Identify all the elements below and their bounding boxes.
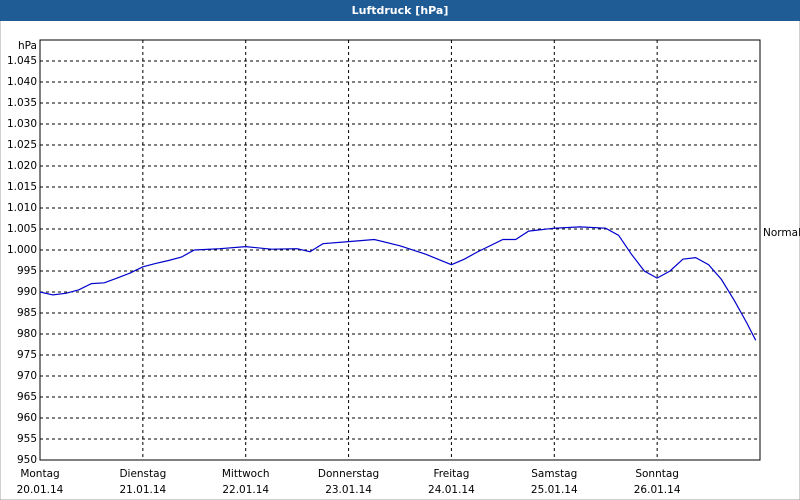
- y-tick-label: 960: [17, 412, 37, 424]
- x-tick-date: 26.01.14: [634, 484, 681, 496]
- y-unit: hPa: [18, 40, 37, 52]
- annotation: Normal: [763, 227, 800, 239]
- x-tick-label: Dienstag: [119, 468, 166, 480]
- y-tick-label: 1.040: [7, 76, 37, 88]
- x-tick-label: Freitag: [433, 468, 469, 480]
- x-tick-label: Mittwoch: [222, 468, 270, 480]
- y-tick-label: 1.020: [7, 160, 37, 172]
- y-tick-label: 975: [17, 349, 37, 361]
- y-tick-label: 1.000: [7, 244, 37, 256]
- x-tick-date: 20.01.14: [17, 484, 64, 496]
- x-tick-label: Samstag: [531, 468, 577, 480]
- title-bar: [0, 0, 800, 21]
- chart-title: Luftdruck [hPa]: [352, 4, 449, 17]
- y-tick-label: 1.030: [7, 118, 37, 130]
- x-tick-label: Montag: [20, 468, 59, 480]
- y-tick-label: 1.025: [7, 139, 37, 151]
- y-tick-label: 970: [17, 370, 37, 382]
- y-tick-label: 985: [17, 307, 37, 319]
- data-line: [39, 226, 757, 341]
- y-tick-label: 955: [17, 433, 37, 445]
- plot-frame: [39, 39, 761, 461]
- x-tick-date: 25.01.14: [531, 484, 578, 496]
- y-tick-label: 980: [17, 328, 37, 340]
- x-tick-label: Sonntag: [635, 468, 679, 480]
- y-tick-label: 995: [17, 265, 37, 277]
- x-tick-label: Donnerstag: [318, 468, 379, 480]
- y-tick-label: 950: [17, 454, 37, 466]
- y-tick-label: 1.015: [7, 181, 37, 193]
- y-tick-label: 1.045: [7, 55, 37, 67]
- x-tick-date: 23.01.14: [325, 484, 372, 496]
- y-tick-label: 1.005: [7, 223, 37, 235]
- x-tick-date: 22.01.14: [222, 484, 269, 496]
- x-tick-date: 24.01.14: [428, 484, 475, 496]
- y-tick-label: 1.035: [7, 97, 37, 109]
- y-tick-label: 965: [17, 391, 37, 403]
- y-tick-label: 1.010: [7, 202, 37, 214]
- x-tick-date: 21.01.14: [119, 484, 166, 496]
- y-tick-label: 990: [17, 286, 37, 298]
